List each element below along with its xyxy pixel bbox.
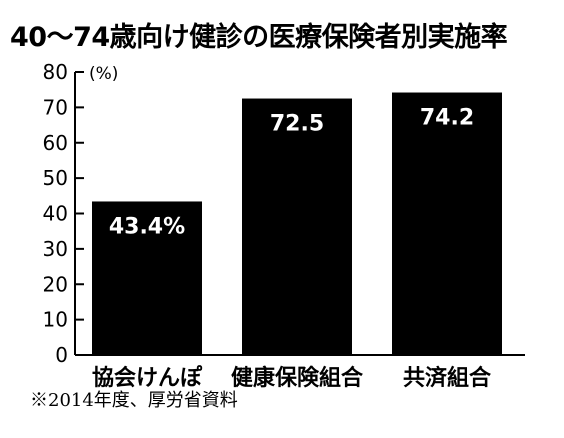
bar-value-label: 72.5 bbox=[270, 112, 324, 137]
y-tick-label: 70 bbox=[43, 95, 68, 119]
y-tick-label: 50 bbox=[43, 166, 68, 190]
category-label: 健康保険組合 bbox=[231, 365, 364, 391]
bars: 43.4% 72.5 74.2 bbox=[92, 92, 502, 355]
y-axis-unit-label: (%) bbox=[89, 64, 118, 84]
category-label: 協会けんぽ bbox=[92, 365, 203, 391]
y-tick-label: 40 bbox=[43, 202, 68, 226]
y-tick-label: 60 bbox=[43, 131, 68, 155]
bar bbox=[92, 201, 202, 355]
category-label: 共済組合 bbox=[403, 365, 492, 391]
bar-value-label: 74.2 bbox=[420, 106, 474, 131]
y-tick-label: 80 bbox=[43, 60, 68, 84]
category-labels: 協会けんぽ 健康保険組合 共済組合 bbox=[92, 365, 492, 391]
y-tick-label: 30 bbox=[43, 237, 68, 261]
y-tick-label: 20 bbox=[43, 272, 68, 296]
y-tick-label: 10 bbox=[43, 308, 68, 332]
bar bbox=[392, 92, 502, 355]
bar bbox=[242, 98, 352, 355]
y-tick-label: 0 bbox=[55, 343, 68, 367]
chart-title: 40〜74歳向け健診の医療保険者別実施率 bbox=[10, 22, 508, 53]
bar-value-label: 43.4% bbox=[109, 214, 185, 239]
source-footnote: ※2014年度、厚労省資料 bbox=[30, 390, 238, 411]
